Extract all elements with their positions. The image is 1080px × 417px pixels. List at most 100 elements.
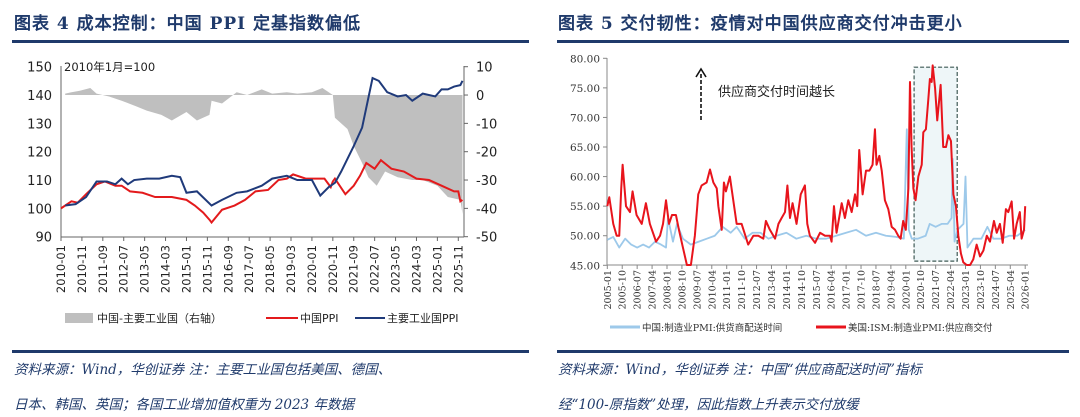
- left-y-tick-label: 150: [27, 61, 52, 76]
- left-chart-title: 图表 4 成本控制：中国 PPI 定基指数偏低: [14, 14, 362, 34]
- legend-swatch-diff: [65, 313, 93, 323]
- left-source-note: 资料来源：Wind，华创证券 注：主要工业国包括美国、德国、 日本、韩国、英国；…: [14, 353, 391, 417]
- series-line-us-ism-deliveries: [606, 64, 1027, 266]
- x-tick-label: 2020-11: [326, 245, 340, 293]
- x-tick-label: 2008-10: [677, 270, 688, 309]
- x-tick-label: 2013-04: [767, 270, 778, 309]
- right-title-rule: [557, 40, 1069, 43]
- left-note-line-1: 资料来源：Wind，华创证券 注：主要工业国包括美国、德国、: [14, 362, 392, 378]
- y-tick-label: 80.00: [570, 53, 600, 65]
- x-tick-label: 2022-04: [946, 270, 957, 309]
- right-source-note: 资料来源：Wind，华创证券 注：中国“供应商配送时间”指标 经“100-原指数…: [558, 353, 922, 417]
- left-y-tick-label: 130: [27, 117, 52, 132]
- left-y-tick-label: 140: [27, 89, 52, 104]
- x-tick-label: 2025-01: [430, 245, 444, 293]
- x-tick-label: 2017-07: [242, 245, 256, 293]
- x-tick-label: 2015-07: [812, 270, 823, 309]
- left-y-tick-label: 90: [35, 231, 52, 246]
- supplier-delivery-chart: 80.00 75.00 70.00 65.00 60.00 55.00 50.00 45.00…: [570, 53, 1032, 334]
- y-tick-label: 55.00: [570, 201, 600, 213]
- series-line-china-ppi: [60, 158, 464, 225]
- series-line-china-delivery-time: [606, 128, 1026, 249]
- annotation-arrow: [695, 67, 707, 120]
- right-note-line-2: 经“100-原指数”处理，因此指数上升表示交付放缓: [558, 397, 859, 413]
- legend-label-major-ppi: 主要工业国PPI: [387, 312, 459, 325]
- x-tick-label: 2010-01: [54, 245, 68, 293]
- x-tick-label: 2011-10: [737, 270, 748, 309]
- x-tick-label: 2012-07: [117, 245, 131, 293]
- right-y-tick-label: 0: [476, 89, 484, 104]
- y-tick-label: 50.00: [570, 231, 600, 243]
- right-y-tick-label: -30: [476, 174, 497, 189]
- left-y-tick-label: 100: [27, 202, 52, 217]
- left-note-line-2: 日本、韩国、英国；各国工业增加值权重为 2023 年数据: [14, 397, 354, 413]
- y-tick-label: 60.00: [570, 172, 600, 184]
- y-tick-label: 70.00: [570, 112, 600, 124]
- x-tick-label: 2016-04: [827, 270, 838, 309]
- x-tick-label: 2025-04: [1006, 270, 1017, 309]
- x-tick-label: 2008-01: [663, 270, 674, 309]
- x-tick-label: 2013-05: [138, 245, 152, 293]
- right-chart-title: 图表 5 交付韧性：疫情对中国供应商交付冲击更小: [558, 14, 963, 34]
- right-y-tick-label: -50: [476, 231, 497, 246]
- left-title-rule: [12, 40, 529, 43]
- x-tick-label: 2015-11: [200, 245, 214, 293]
- x-tick-label: 2014-10: [797, 270, 808, 309]
- legend-label-china-ppi: 中国PPI: [300, 312, 339, 325]
- x-tick-label: 2018-07: [871, 270, 882, 309]
- right-y-tick-label: -40: [476, 202, 497, 217]
- x-tick-label: 2023-05: [389, 245, 403, 293]
- arrow-up-icon: [695, 67, 707, 78]
- x-tick-label: 2017-10: [857, 270, 868, 309]
- x-tick-label: 2021-09: [347, 245, 361, 293]
- legend: 中国:制造业PMI:供货商配送时间 美国:ISM:制造业PMI:供应商交付: [610, 322, 993, 334]
- legend: 中国-主要工业国（右轴） 中国PPI 主要工业国PPI: [65, 311, 459, 325]
- series-line-major-ppi: [65, 76, 464, 207]
- x-tick-label: 2018-05: [263, 245, 277, 293]
- legend-label-china-delivery: 中国:制造业PMI:供货商配送时间: [642, 322, 782, 334]
- x-tick-label: 2005-01: [603, 270, 614, 309]
- x-tick-label: 2022-07: [368, 245, 382, 293]
- delivery-annotation: 供应商交付时间越长: [718, 84, 835, 100]
- x-tick-label: 2026-01: [1021, 270, 1032, 309]
- x-tick-label: 2020-10: [916, 270, 927, 309]
- x-tick-label: 2019-03: [284, 245, 298, 293]
- y-tick-label: 45.00: [570, 260, 600, 272]
- x-tick-label: 2014-03: [159, 245, 173, 293]
- ppi-chart: 15014013012011010090100-10-20-30-40-5020…: [27, 60, 497, 325]
- legend-label-diff: 中国-主要工业国（右轴）: [97, 311, 222, 325]
- x-tick-label: 2011-09: [96, 245, 110, 293]
- x-tick-label: 2017-01: [842, 270, 853, 309]
- x-tick-label: 2015-01: [179, 245, 193, 293]
- x-tick-label: 2020-01: [305, 245, 319, 293]
- right-y-tick-label: 10: [476, 61, 493, 76]
- left-y-tick-label: 120: [27, 146, 52, 161]
- x-tick-label: 2016-09: [221, 245, 235, 293]
- x-tick-label: 2009-07: [692, 270, 703, 309]
- x-tick-label: 2006-07: [633, 270, 644, 309]
- x-tick-label: 2024-03: [409, 245, 423, 293]
- x-tick-label: 2025-11: [451, 245, 465, 293]
- left-y-tick-label: 110: [27, 174, 52, 189]
- x-tick-label: 2024-07: [991, 270, 1002, 309]
- x-tick-label: 2014-01: [782, 270, 793, 309]
- x-tick-label: 2019-04: [886, 270, 897, 309]
- y-tick-label: 65.00: [570, 142, 600, 154]
- x-tick-label: 2005-10: [618, 270, 629, 309]
- x-tick-label: 2011-01: [722, 270, 733, 309]
- x-tick-label: 2020-01: [901, 270, 912, 309]
- base-annotation: 2010年1月=100: [64, 60, 155, 74]
- legend-label-us-ism: 美国:ISM:制造业PMI:供应商交付: [848, 322, 993, 334]
- right-y-tick-label: -20: [476, 146, 497, 161]
- x-tick-label: 2012-07: [752, 270, 763, 309]
- x-tick-label: 2007-04: [648, 270, 659, 309]
- x-tick-label: 2023-01: [961, 270, 972, 309]
- x-tick-label: 2021-07: [931, 270, 942, 309]
- right-note-line-1: 资料来源：Wind，华创证券 注：中国“供应商配送时间”指标: [558, 362, 922, 378]
- y-tick-label: 75.00: [570, 83, 600, 95]
- x-tick-label: 2023-10: [976, 270, 987, 309]
- left-footer-rule: [12, 350, 529, 353]
- x-tick-label: 2010-11: [75, 245, 89, 293]
- x-tick-label: 2010-04: [707, 270, 718, 309]
